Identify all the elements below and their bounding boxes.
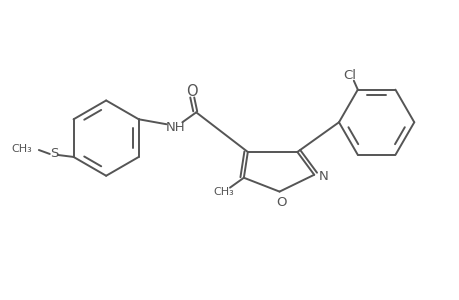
Text: S: S — [50, 148, 59, 160]
Text: CH₃: CH₃ — [11, 144, 32, 154]
Text: CH₃: CH₃ — [213, 187, 234, 196]
Text: O: O — [276, 196, 286, 209]
Text: N: N — [319, 170, 328, 183]
Text: NH: NH — [165, 121, 185, 134]
Text: O: O — [186, 84, 198, 99]
Text: Cl: Cl — [342, 69, 356, 82]
